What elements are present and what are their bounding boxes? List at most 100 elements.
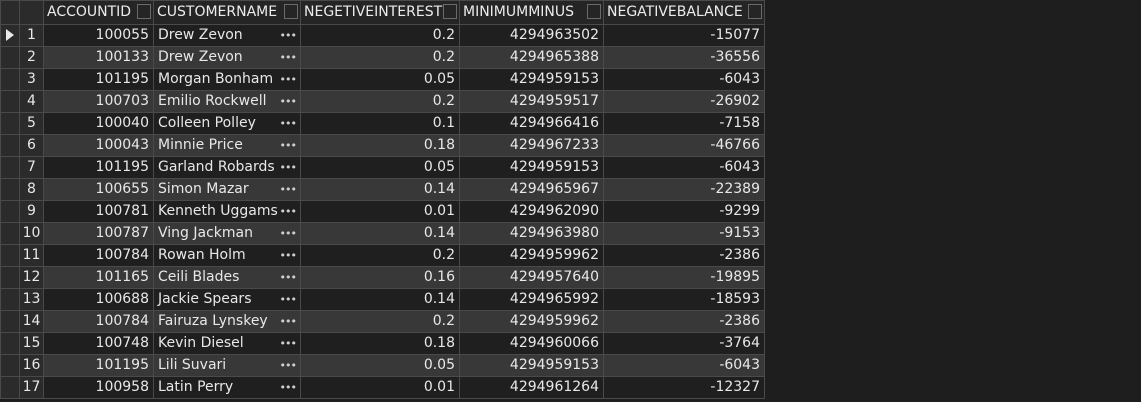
cell-accountid[interactable]: 100655 — [43, 178, 154, 201]
row-indicator-cell[interactable] — [0, 266, 20, 289]
row-number-cell[interactable]: 1 — [19, 24, 44, 47]
cell-negativebalance[interactable]: -7158 — [603, 112, 765, 135]
column-header-negativebalance[interactable]: NEGATIVEBALANCE — [603, 0, 765, 25]
row-indicator-cell[interactable] — [0, 90, 20, 113]
row-indicator-cell[interactable] — [0, 376, 20, 399]
table-row[interactable]: 1 100055 Drew Zevon ••• 0.2 4294963502 -15077 — [0, 24, 765, 47]
cell-customername[interactable]: Drew Zevon ••• — [153, 46, 301, 69]
row-indicator-cell[interactable] — [0, 134, 20, 157]
table-row[interactable]: 13 100688 Jackie Spears ••• 0.14 4294965992 -1… — [0, 288, 765, 311]
table-row[interactable]: 17 100958 Latin Perry ••• 0.01 4294961264 -123… — [0, 376, 765, 399]
cell-negativebalance[interactable]: -6043 — [603, 68, 765, 91]
cell-negetiveinterest[interactable]: 0.05 — [300, 68, 460, 91]
cell-customername[interactable]: Lili Suvari ••• — [153, 354, 301, 377]
cell-negetiveinterest[interactable]: 0.14 — [300, 178, 460, 201]
row-number-cell[interactable]: 12 — [19, 266, 44, 289]
ellipsis-icon[interactable]: ••• — [279, 337, 297, 350]
ellipsis-icon[interactable]: ••• — [279, 95, 297, 108]
cell-customername[interactable]: Morgan Bonham ••• — [153, 68, 301, 91]
ellipsis-icon[interactable]: ••• — [279, 161, 297, 174]
cell-accountid[interactable]: 101195 — [43, 156, 154, 179]
cell-accountid[interactable]: 101195 — [43, 354, 154, 377]
cell-negetiveinterest[interactable]: 0.18 — [300, 332, 460, 355]
cell-negetiveinterest[interactable]: 0.2 — [300, 46, 460, 69]
table-row[interactable]: 3 101195 Morgan Bonham ••• 0.05 4294959153 -60… — [0, 68, 765, 91]
cell-minimumminus[interactable]: 4294960066 — [459, 332, 604, 355]
ellipsis-icon[interactable]: ••• — [279, 73, 297, 86]
cell-customername[interactable]: Simon Mazar ••• — [153, 178, 301, 201]
cell-customername[interactable]: Ving Jackman ••• — [153, 222, 301, 245]
table-row[interactable]: 8 100655 Simon Mazar ••• 0.14 4294965967 -2238… — [0, 178, 765, 201]
cell-customername[interactable]: Minnie Price ••• — [153, 134, 301, 157]
cell-customername[interactable]: Ceili Blades ••• — [153, 266, 301, 289]
cell-minimumminus[interactable]: 4294959153 — [459, 68, 604, 91]
row-number-cell[interactable]: 11 — [19, 244, 44, 267]
table-row[interactable]: 6 100043 Minnie Price ••• 0.18 4294967233 -467… — [0, 134, 765, 157]
table-row[interactable]: 5 100040 Colleen Polley ••• 0.1 4294966416 -71… — [0, 112, 765, 135]
cell-negativebalance[interactable]: -6043 — [603, 354, 765, 377]
row-number-cell[interactable]: 2 — [19, 46, 44, 69]
cell-minimumminus[interactable]: 4294967233 — [459, 134, 604, 157]
table-row[interactable]: 2 100133 Drew Zevon ••• 0.2 4294965388 -36556 — [0, 46, 765, 69]
cell-negativebalance[interactable]: -15077 — [603, 24, 765, 47]
cell-negativebalance[interactable]: -26902 — [603, 90, 765, 113]
cell-customername[interactable]: Latin Perry ••• — [153, 376, 301, 399]
cell-negativebalance[interactable]: -36556 — [603, 46, 765, 69]
cell-minimumminus[interactable]: 4294961264 — [459, 376, 604, 399]
cell-minimumminus[interactable]: 4294966416 — [459, 112, 604, 135]
table-row[interactable]: 4 100703 Emilio Rockwell ••• 0.2 4294959517 -2… — [0, 90, 765, 113]
column-filter-icon[interactable] — [748, 4, 762, 19]
row-number-cell[interactable]: 6 — [19, 134, 44, 157]
ellipsis-icon[interactable]: ••• — [279, 271, 297, 284]
row-number-cell[interactable]: 15 — [19, 332, 44, 355]
ellipsis-icon[interactable]: ••• — [279, 205, 297, 218]
row-number-cell[interactable]: 16 — [19, 354, 44, 377]
cell-negetiveinterest[interactable]: 0.1 — [300, 112, 460, 135]
cell-accountid[interactable]: 100748 — [43, 332, 154, 355]
cell-negetiveinterest[interactable]: 0.01 — [300, 376, 460, 399]
cell-negetiveinterest[interactable]: 0.05 — [300, 156, 460, 179]
cell-negetiveinterest[interactable]: 0.16 — [300, 266, 460, 289]
cell-accountid[interactable]: 100781 — [43, 200, 154, 223]
header-rownum-cell[interactable] — [19, 0, 44, 25]
table-row[interactable]: 10 100787 Ving Jackman ••• 0.14 4294963980 -91… — [0, 222, 765, 245]
row-indicator-cell[interactable] — [0, 222, 20, 245]
cell-customername[interactable]: Garland Robards ••• — [153, 156, 301, 179]
cell-customername[interactable]: Colleen Polley ••• — [153, 112, 301, 135]
cell-minimumminus[interactable]: 4294963502 — [459, 24, 604, 47]
cell-negativebalance[interactable]: -9299 — [603, 200, 765, 223]
row-indicator-cell[interactable] — [0, 178, 20, 201]
cell-negetiveinterest[interactable]: 0.2 — [300, 310, 460, 333]
row-number-cell[interactable]: 17 — [19, 376, 44, 399]
cell-minimumminus[interactable]: 4294962090 — [459, 200, 604, 223]
cell-minimumminus[interactable]: 4294957640 — [459, 266, 604, 289]
row-number-cell[interactable]: 10 — [19, 222, 44, 245]
ellipsis-icon[interactable]: ••• — [279, 293, 297, 306]
row-indicator-cell[interactable] — [0, 310, 20, 333]
ellipsis-icon[interactable]: ••• — [279, 227, 297, 240]
cell-negativebalance[interactable]: -12327 — [603, 376, 765, 399]
column-filter-icon[interactable] — [587, 4, 601, 19]
ellipsis-icon[interactable]: ••• — [279, 249, 297, 262]
row-number-cell[interactable]: 3 — [19, 68, 44, 91]
column-header-negetiveinterest[interactable]: NEGETIVEINTEREST — [300, 0, 460, 25]
row-indicator-cell[interactable] — [0, 46, 20, 69]
cell-accountid[interactable]: 100043 — [43, 134, 154, 157]
cell-customername[interactable]: Fairuza Lynskey ••• — [153, 310, 301, 333]
cell-customername[interactable]: Emilio Rockwell ••• — [153, 90, 301, 113]
row-indicator-cell[interactable] — [0, 156, 20, 179]
row-number-cell[interactable]: 13 — [19, 288, 44, 311]
cell-negetiveinterest[interactable]: 0.14 — [300, 288, 460, 311]
cell-minimumminus[interactable]: 4294965992 — [459, 288, 604, 311]
cell-negativebalance[interactable]: -2386 — [603, 244, 765, 267]
cell-accountid[interactable]: 100958 — [43, 376, 154, 399]
ellipsis-icon[interactable]: ••• — [279, 51, 297, 64]
cell-negativebalance[interactable]: -19895 — [603, 266, 765, 289]
cell-minimumminus[interactable]: 4294959962 — [459, 244, 604, 267]
column-header-minimumminus[interactable]: MINIMUMMINUS — [459, 0, 604, 25]
ellipsis-icon[interactable]: ••• — [279, 183, 297, 196]
table-row[interactable]: 14 100784 Fairuza Lynskey ••• 0.2 4294959962-… — [0, 310, 765, 333]
column-header-accountid[interactable]: ACCOUNTID — [43, 0, 154, 25]
row-number-cell[interactable]: 14 — [19, 310, 44, 333]
ellipsis-icon[interactable]: ••• — [279, 117, 297, 130]
